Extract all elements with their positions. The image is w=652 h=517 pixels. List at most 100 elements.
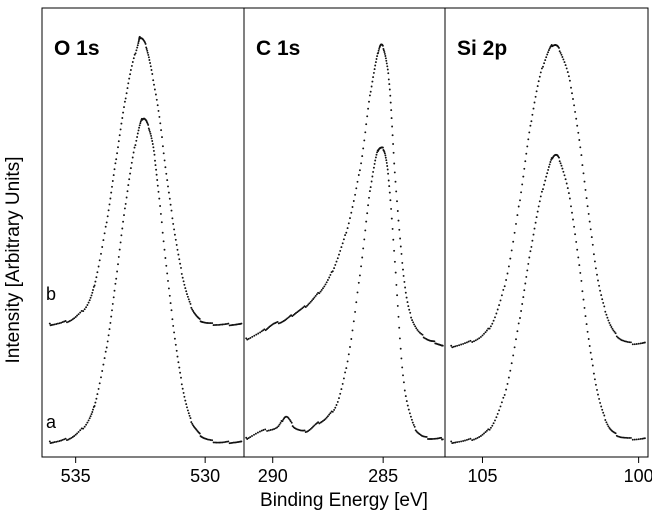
data-point-si2p-b — [454, 345, 457, 348]
data-point-si2p-b — [529, 124, 532, 127]
data-point-o1s-b — [162, 152, 165, 155]
data-point-si2p-a — [574, 233, 577, 236]
data-point-si2p-b — [594, 267, 597, 270]
data-point-o1s-a — [86, 421, 89, 424]
data-point-o1s-a — [180, 376, 182, 379]
data-point-o1s-a — [118, 248, 121, 251]
data-point-o1s-a — [147, 127, 150, 130]
data-point-si2p-b — [535, 90, 538, 93]
data-point-o1s-b — [147, 53, 150, 56]
data-point-o1s-a — [97, 387, 100, 390]
data-point-o1s-a — [183, 395, 186, 398]
data-point-c1s-a — [399, 347, 402, 350]
data-point-o1s-b — [117, 140, 120, 143]
data-point-o1s-a — [151, 143, 154, 145]
data-point-c1s-a — [325, 416, 328, 419]
data-point-si2p-b — [563, 61, 566, 64]
data-point-si2p-b — [602, 301, 605, 304]
data-point-o1s-a — [185, 403, 188, 406]
data-point-c1s-a — [393, 260, 396, 263]
data-point-c1s-b — [417, 330, 420, 333]
data-point-c1s-a — [433, 437, 436, 440]
data-point-si2p-a — [479, 435, 482, 437]
data-point-si2p-b — [559, 51, 562, 54]
data-point-o1s-a — [164, 257, 167, 259]
data-point-o1s-b — [58, 322, 61, 325]
data-point-si2p-a — [572, 218, 574, 221]
data-point-si2p-b — [532, 107, 535, 110]
data-point-c1s-a — [384, 154, 387, 157]
data-point-c1s-a — [387, 179, 390, 182]
data-point-si2p-a — [623, 436, 626, 439]
data-point-o1s-a — [182, 391, 185, 394]
data-point-o1s-b — [147, 56, 150, 59]
data-point-c1s-a — [260, 429, 263, 432]
data-point-c1s-b — [368, 100, 370, 103]
data-point-c1s-a — [279, 421, 282, 424]
data-point-c1s-b — [384, 55, 387, 57]
data-point-c1s-b — [374, 64, 377, 67]
data-point-si2p-b — [540, 67, 543, 70]
data-point-o1s-b — [223, 323, 225, 326]
data-point-c1s-a — [350, 338, 353, 340]
data-point-c1s-b — [376, 55, 379, 58]
data-point-c1s-a — [338, 397, 340, 400]
data-point-c1s-b — [413, 323, 416, 326]
data-point-o1s-b — [192, 310, 195, 312]
data-point-c1s-a — [254, 432, 257, 435]
data-point-si2p-b — [626, 340, 629, 343]
data-point-si2p-a — [543, 183, 546, 186]
data-point-c1s-b — [397, 219, 400, 222]
data-point-c1s-b — [287, 316, 290, 319]
data-point-si2p-a — [509, 369, 512, 372]
data-point-si2p-a — [488, 428, 491, 431]
data-point-o1s-a — [115, 277, 118, 280]
data-point-o1s-a — [90, 413, 93, 416]
data-point-o1s-b — [228, 324, 231, 327]
data-point-c1s-b — [340, 246, 343, 249]
data-point-o1s-b — [160, 129, 163, 132]
data-point-o1s-b — [125, 92, 128, 95]
data-point-c1s-b — [388, 83, 391, 86]
data-point-si2p-a — [637, 438, 640, 441]
data-point-o1s-a — [167, 287, 170, 290]
data-point-o1s-a — [102, 363, 105, 366]
data-point-si2p-a — [512, 354, 515, 357]
data-point-c1s-a — [403, 389, 406, 392]
data-point-si2p-a — [536, 210, 539, 213]
data-point-o1s-b — [53, 323, 56, 326]
data-point-c1s-b — [299, 308, 302, 311]
data-point-si2p-b — [578, 139, 581, 141]
data-point-si2p-a — [537, 205, 540, 208]
data-point-o1s-a — [87, 419, 90, 422]
data-point-o1s-a — [88, 417, 91, 420]
data-point-c1s-b — [333, 267, 336, 270]
data-point-o1s-a — [74, 433, 77, 436]
data-point-o1s-a — [125, 196, 128, 199]
data-point-c1s-a — [273, 428, 276, 430]
data-point-si2p-b — [464, 342, 466, 345]
data-point-o1s-b — [70, 319, 73, 322]
data-point-si2p-a — [573, 225, 576, 228]
data-point-o1s-a — [66, 439, 68, 442]
data-point-o1s-b — [126, 87, 129, 90]
data-point-c1s-b — [387, 72, 390, 75]
data-point-o1s-b — [169, 203, 172, 206]
data-point-si2p-a — [570, 205, 572, 208]
data-point-c1s-a — [404, 395, 407, 398]
data-point-o1s-a — [198, 432, 201, 435]
data-point-o1s-a — [76, 432, 79, 435]
data-point-o1s-b — [156, 104, 159, 107]
data-point-c1s-b — [328, 276, 331, 279]
data-point-o1s-b — [100, 252, 102, 255]
data-point-si2p-a — [607, 425, 610, 428]
data-point-si2p-a — [561, 167, 564, 170]
y-axis-title: Intensity [Arbitrary Units] — [3, 157, 24, 364]
data-point-si2p-a — [478, 436, 481, 438]
data-point-c1s-a — [345, 367, 348, 370]
data-point-o1s-a — [139, 120, 142, 123]
data-point-o1s-a — [215, 441, 218, 444]
data-point-c1s-b — [325, 281, 328, 284]
data-point-si2p-a — [550, 158, 553, 161]
data-point-si2p-a — [558, 160, 561, 163]
